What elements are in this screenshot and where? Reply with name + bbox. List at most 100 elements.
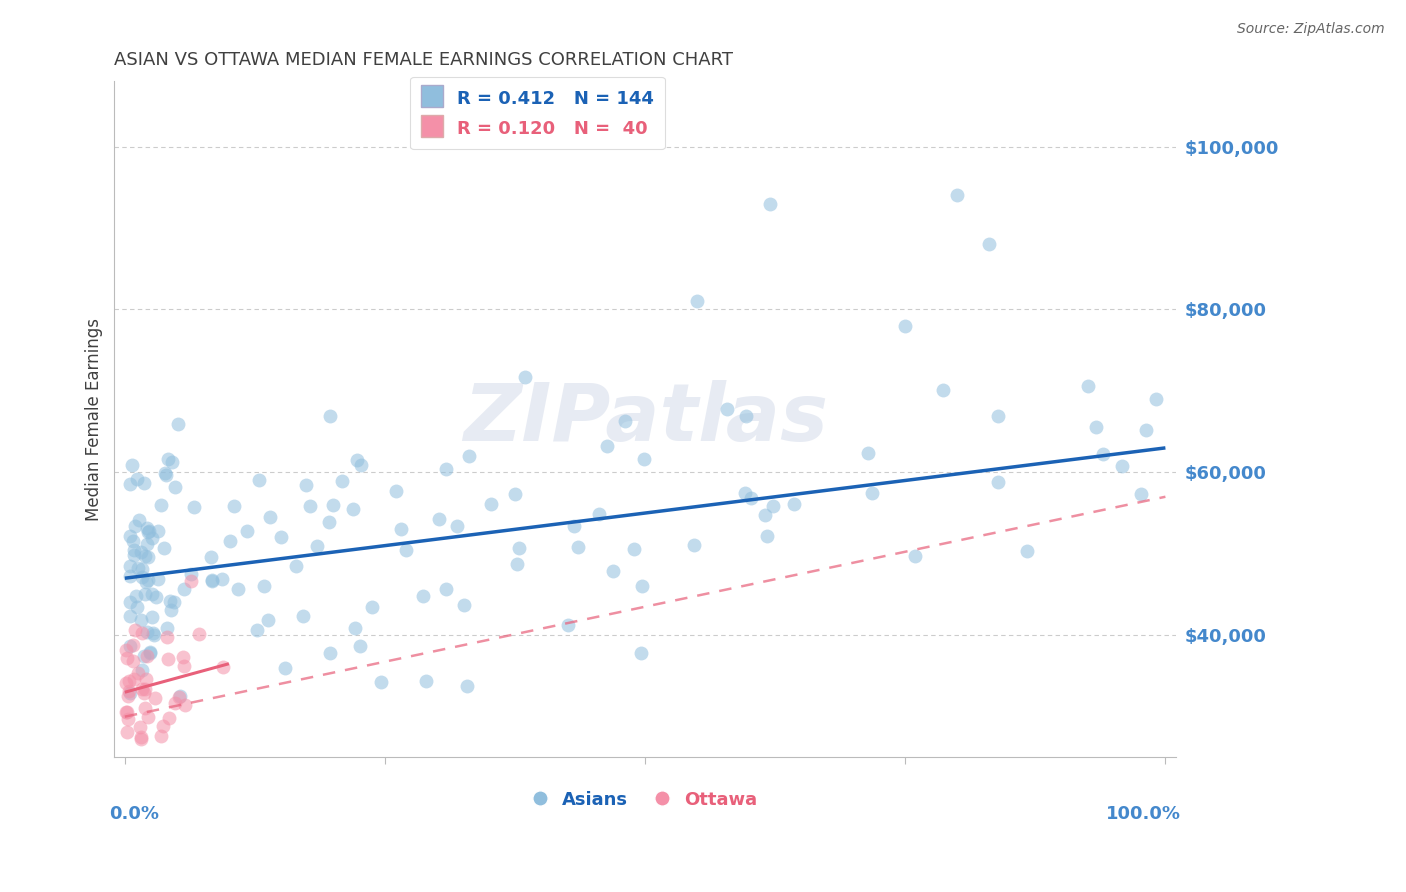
- Point: [415, 673, 437, 688]
- Point: [903, 549, 925, 563]
- Point: [343, 621, 366, 635]
- Point: [201, 573, 224, 587]
- Point: [125, 590, 148, 604]
- Point: [156, 630, 179, 644]
- Point: [141, 531, 163, 545]
- Point: [134, 681, 156, 696]
- Point: [412, 589, 434, 603]
- Point: [740, 491, 762, 505]
- Point: [270, 530, 292, 544]
- Point: [157, 652, 180, 666]
- Point: [136, 710, 159, 724]
- Point: [932, 383, 955, 397]
- Point: [201, 574, 224, 588]
- Point: [1130, 487, 1153, 501]
- Point: [134, 475, 156, 490]
- Point: [118, 569, 141, 583]
- Point: [153, 467, 176, 481]
- Point: [515, 369, 537, 384]
- Point: [226, 582, 249, 597]
- Point: [134, 685, 156, 699]
- Point: [145, 690, 167, 705]
- Point: [153, 541, 176, 555]
- Point: [136, 537, 159, 551]
- Point: [134, 701, 156, 715]
- Point: [446, 518, 468, 533]
- Point: [118, 683, 141, 698]
- Point: [222, 500, 245, 514]
- Point: [124, 623, 146, 637]
- Point: [236, 524, 259, 538]
- Point: [173, 582, 195, 597]
- Point: [115, 643, 138, 657]
- Point: [180, 574, 202, 588]
- Point: [135, 575, 157, 590]
- Point: [987, 475, 1010, 490]
- Point: [118, 639, 141, 653]
- Point: [1091, 447, 1114, 461]
- Point: [125, 600, 148, 615]
- Point: [142, 625, 165, 640]
- Point: [479, 497, 502, 511]
- Point: [156, 621, 179, 635]
- Point: [136, 524, 159, 539]
- Point: [1135, 423, 1157, 437]
- Point: [562, 518, 585, 533]
- Point: [735, 409, 758, 424]
- Point: [172, 649, 194, 664]
- Point: [633, 452, 655, 467]
- Point: [127, 561, 149, 575]
- Point: [894, 318, 917, 333]
- Point: [370, 675, 392, 690]
- Point: [298, 500, 321, 514]
- Point: [1085, 420, 1108, 434]
- Text: ZIPatlas: ZIPatlas: [463, 380, 828, 458]
- Point: [683, 538, 706, 552]
- Point: [342, 501, 364, 516]
- Point: [259, 510, 281, 524]
- Point: [783, 497, 806, 511]
- Point: [127, 665, 149, 680]
- Point: [138, 524, 160, 538]
- Point: [686, 294, 709, 309]
- Legend: Asians, Ottawa: Asians, Ottawa: [526, 783, 765, 816]
- Point: [247, 473, 270, 487]
- Point: [135, 520, 157, 534]
- Point: [146, 572, 169, 586]
- Point: [1077, 379, 1099, 393]
- Point: [394, 542, 416, 557]
- Point: [115, 676, 138, 690]
- Point: [118, 594, 141, 608]
- Point: [762, 500, 785, 514]
- Point: [427, 512, 450, 526]
- Point: [131, 730, 153, 744]
- Point: [141, 587, 163, 601]
- Point: [128, 720, 150, 734]
- Point: [453, 598, 475, 612]
- Point: [174, 698, 197, 713]
- Point: [136, 648, 159, 663]
- Point: [148, 524, 170, 539]
- Point: [139, 645, 162, 659]
- Point: [754, 508, 776, 522]
- Point: [503, 487, 526, 501]
- Point: [291, 608, 314, 623]
- Point: [157, 451, 180, 466]
- Point: [596, 439, 619, 453]
- Point: [152, 718, 174, 732]
- Point: [122, 672, 145, 686]
- Point: [506, 557, 529, 571]
- Point: [434, 462, 457, 476]
- Text: 0.0%: 0.0%: [110, 805, 159, 822]
- Point: [294, 478, 316, 492]
- Point: [614, 414, 637, 428]
- Point: [856, 446, 879, 460]
- Point: [434, 582, 457, 596]
- Point: [131, 732, 153, 747]
- Point: [183, 500, 205, 514]
- Point: [180, 566, 202, 581]
- Point: [115, 705, 138, 719]
- Point: [131, 663, 153, 677]
- Point: [165, 696, 187, 710]
- Point: [115, 725, 138, 739]
